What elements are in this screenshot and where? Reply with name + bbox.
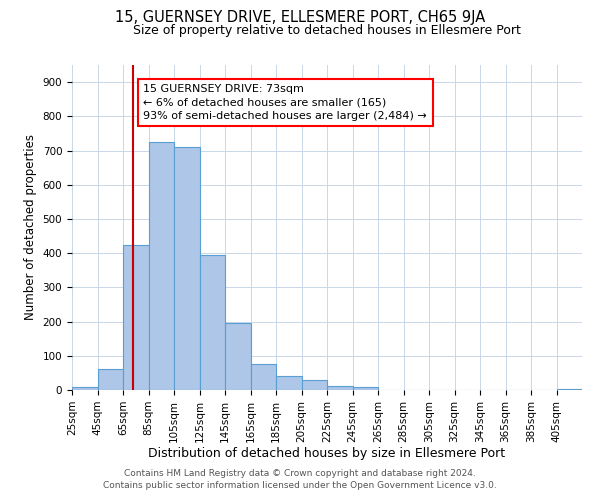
Bar: [225, 324, 251, 390]
Bar: [72, 388, 97, 390]
Bar: [327, 386, 353, 390]
Text: 15 GUERNSEY DRIVE: 73sqm
← 6% of detached houses are smaller (165)
93% of semi-d: 15 GUERNSEY DRIVE: 73sqm ← 6% of detache…: [143, 84, 427, 121]
Text: 15, GUERNSEY DRIVE, ELLESMERE PORT, CH65 9JA: 15, GUERNSEY DRIVE, ELLESMERE PORT, CH65…: [115, 10, 485, 25]
Title: Size of property relative to detached houses in Ellesmere Port: Size of property relative to detached ho…: [133, 24, 521, 38]
Bar: [251, 364, 276, 390]
Bar: [276, 376, 302, 390]
X-axis label: Distribution of detached houses by size in Ellesmere Port: Distribution of detached houses by size …: [148, 448, 506, 460]
Bar: [149, 142, 174, 390]
Bar: [353, 386, 378, 390]
Text: Contains HM Land Registry data © Crown copyright and database right 2024.
Contai: Contains HM Land Registry data © Crown c…: [103, 468, 497, 490]
Bar: [302, 380, 327, 390]
Bar: [174, 147, 199, 390]
Bar: [200, 255, 225, 390]
Y-axis label: Number of detached properties: Number of detached properties: [24, 134, 37, 320]
Bar: [97, 370, 123, 390]
Bar: [557, 389, 582, 390]
Bar: [123, 244, 149, 390]
